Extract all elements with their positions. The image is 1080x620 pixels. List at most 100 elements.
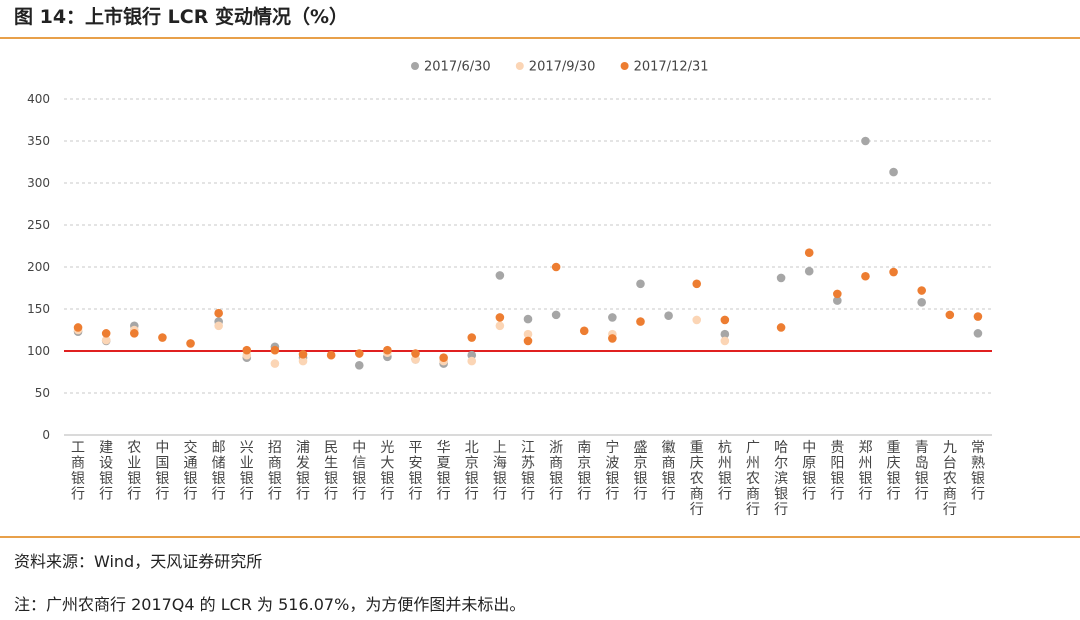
footnote: 注：广州农商行 2017Q4 的 LCR 为 516.07%，为方便作图并未标出… <box>14 595 526 614</box>
point-series0-21 <box>664 311 673 321</box>
point-series2-4 <box>186 339 195 348</box>
x-tick-label: 农业银行 <box>127 440 141 503</box>
point-series2-17 <box>551 262 561 272</box>
point-series2-16 <box>523 336 533 346</box>
point-series2-26 <box>804 248 814 258</box>
point-series2-11 <box>383 345 392 355</box>
point-series0-32 <box>973 329 983 338</box>
x-tick-label: 民生银行 <box>324 440 338 503</box>
y-tick-label: 200 <box>27 260 50 274</box>
point-series0-15 <box>495 271 505 280</box>
y-tick-label: 300 <box>27 176 50 190</box>
y-tick-label: 400 <box>27 92 50 106</box>
point-series1-12 <box>411 355 420 364</box>
point-series2-7 <box>270 345 280 355</box>
point-series2-20 <box>636 317 645 326</box>
x-tick-label: 徽商银行 <box>662 440 676 503</box>
point-series2-14 <box>467 333 477 342</box>
point-series0-19 <box>608 313 617 322</box>
point-series2-13 <box>439 353 448 363</box>
x-tick-label: 光大银行 <box>380 440 394 503</box>
top-rule <box>0 37 1080 39</box>
y-tick-label: 150 <box>27 302 50 316</box>
point-series2-2 <box>130 329 139 338</box>
x-tick-label: 江苏银行 <box>521 440 535 503</box>
chart-grid <box>64 98 992 436</box>
x-tick-label: 中原银行 <box>802 440 816 503</box>
x-tick-label: 浦发银行 <box>296 440 310 503</box>
x-tick-label: 工商银行 <box>71 440 85 503</box>
x-tick-label: 北京银行 <box>465 440 479 503</box>
point-series0-10 <box>354 360 364 370</box>
point-series2-28 <box>861 271 870 281</box>
point-series1-1 <box>101 335 111 345</box>
point-series0-28 <box>861 136 870 146</box>
x-tick-label: 九台农商行 <box>943 440 957 518</box>
y-tick-label: 50 <box>35 386 50 400</box>
point-series0-25 <box>776 273 786 283</box>
x-tick-label: 杭州银行 <box>718 440 732 503</box>
x-tick-label: 贵阳银行 <box>830 440 844 503</box>
x-tick-label: 交通银行 <box>184 439 198 503</box>
bottom-rule <box>0 536 1080 538</box>
point-series0-26 <box>804 266 814 276</box>
x-tick-label: 重庆农商行 <box>690 440 704 518</box>
point-series2-10 <box>354 349 364 358</box>
point-series0-17 <box>551 310 561 320</box>
point-series2-32 <box>973 312 983 321</box>
x-tick-label: 广州农商行 <box>746 440 760 518</box>
x-tick-label: 兴业银行 <box>240 440 254 503</box>
x-tick-label: 南京银行 <box>577 440 591 503</box>
point-series1-14 <box>467 356 477 366</box>
point-series2-18 <box>579 326 589 336</box>
x-tick-label: 中信银行 <box>352 440 366 503</box>
x-tick-label: 宁波银行 <box>605 439 619 503</box>
point-series0-23 <box>720 329 730 339</box>
legend-label: 2017/12/31 <box>634 60 709 75</box>
legend-label: 2017/6/30 <box>424 60 491 75</box>
point-series0-16 <box>523 314 533 324</box>
legend-marker-2 <box>620 62 629 70</box>
x-tick-label: 青岛银行 <box>915 440 929 503</box>
point-series2-19 <box>608 334 617 343</box>
source-note: 资料来源：Wind，天风证券研究所 <box>14 552 263 571</box>
point-series2-8 <box>298 350 308 359</box>
point-series1-8 <box>298 356 308 366</box>
legend-marker-1 <box>515 62 524 70</box>
point-series2-15 <box>495 313 505 322</box>
point-series2-0 <box>73 323 83 332</box>
point-series2-30 <box>917 286 926 295</box>
x-tick-label: 盛京银行 <box>633 440 647 503</box>
y-tick-label: 0 <box>42 428 50 442</box>
x-tick-label: 邮储银行 <box>212 440 226 503</box>
point-series1-23 <box>720 336 730 346</box>
point-series0-29 <box>889 167 898 177</box>
x-tick-label: 上海银行 <box>493 440 507 503</box>
y-axis: 0 50 100 150 200 250 300 350 400 <box>27 92 50 442</box>
x-tick-label: 浙商银行 <box>549 440 563 503</box>
point-series1-7 <box>270 359 280 368</box>
legend-label: 2017/9/30 <box>529 60 596 75</box>
point-series2-5 <box>214 308 223 318</box>
point-series1-5 <box>214 321 223 331</box>
x-tick-label: 哈尔滨银行 <box>774 440 788 518</box>
legend-marker-0 <box>411 62 419 70</box>
point-series2-25 <box>776 323 786 332</box>
x-tick-label: 华夏银行 <box>437 440 451 503</box>
x-tick-label: 常熟银行 <box>971 440 985 503</box>
lcr-scatter-chart: 2017/6/30 2017/9/30 2017/12/31 0 50 100 150 20… <box>27 60 992 518</box>
x-tick-label: 招商银行 <box>268 440 282 503</box>
point-series2-12 <box>411 349 420 358</box>
point-series1-22 <box>692 315 702 325</box>
x-tick-label: 建设银行 <box>99 440 113 503</box>
y-tick-label: 250 <box>27 218 50 232</box>
point-series2-31 <box>945 310 955 320</box>
point-series1-16 <box>523 329 533 339</box>
figure-title: 图 14：上市银行 LCR 变动情况（%） <box>14 6 349 28</box>
x-tick-label: 郑州银行 <box>858 440 872 503</box>
point-series2-23 <box>720 315 730 325</box>
point-series2-3 <box>158 333 167 342</box>
point-series0-20 <box>636 279 645 289</box>
point-series0-14 <box>467 350 477 360</box>
